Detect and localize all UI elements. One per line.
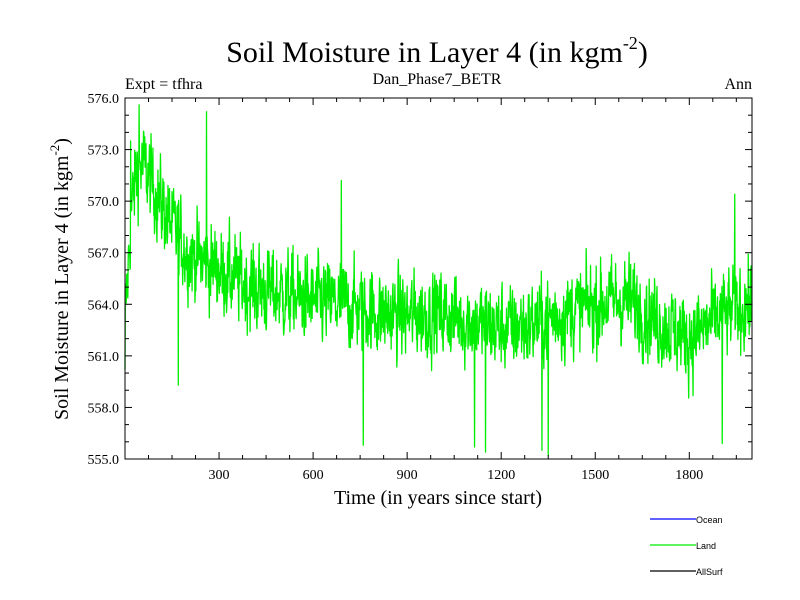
period-label: Ann [724, 76, 752, 93]
land-series-line [124, 104, 753, 457]
legend: Ocean Land AllSurf [650, 515, 723, 577]
y-axis-label-text: Soil Moisture in Layer 4 (in kgm [51, 155, 73, 420]
x-tick-label: 1500 [581, 468, 609, 483]
x-axis: 300 600 900 1200 1500 1800 [148, 98, 737, 483]
x-axis-label: Time (in years since start) [334, 487, 542, 509]
legend-label-ocean: Ocean [696, 515, 723, 525]
legend-label-land: Land [696, 541, 716, 551]
chart-title: Soil Moisture in Layer 4 (in kgm-2) [226, 33, 648, 69]
x-tick-label: 900 [397, 468, 418, 483]
y-tick-label: 567.0 [88, 247, 120, 262]
x-tick-label: 600 [303, 468, 324, 483]
y-tick-label: 555.0 [88, 453, 120, 468]
y-axis: 555.0 558.0 561.0 564.0 567.0 570.0 573.0 576.0 [88, 92, 752, 468]
y-tick-label: 558.0 [88, 401, 120, 416]
experiment-label: Expt = tfhra [125, 76, 202, 93]
y-tick-label: 573.0 [88, 144, 120, 159]
title-end: ) [638, 36, 648, 69]
title-text: Soil Moisture in Layer 4 (in kgm [226, 36, 623, 69]
legend-label-allsurf: AllSurf [696, 567, 723, 577]
y-tick-label: 576.0 [88, 92, 120, 107]
plot-frame [124, 97, 753, 460]
title-superscript: -2 [623, 33, 638, 53]
y-tick-label: 564.0 [88, 298, 120, 313]
x-tick-label: 300 [209, 468, 230, 483]
y-tick-label: 570.0 [88, 195, 120, 210]
y-axis-label-end: ) [51, 138, 73, 145]
x-tick-label: 1800 [675, 468, 703, 483]
chart-subtitle: Dan_Phase7_BETR [373, 71, 502, 88]
y-axis-label-superscript: -2 [47, 145, 62, 156]
y-tick-label: 561.0 [88, 350, 120, 365]
x-tick-label: 1200 [487, 468, 515, 483]
plot-data [124, 104, 753, 457]
y-axis-label: Soil Moisture in Layer 4 (in kgm-2) [47, 138, 73, 420]
